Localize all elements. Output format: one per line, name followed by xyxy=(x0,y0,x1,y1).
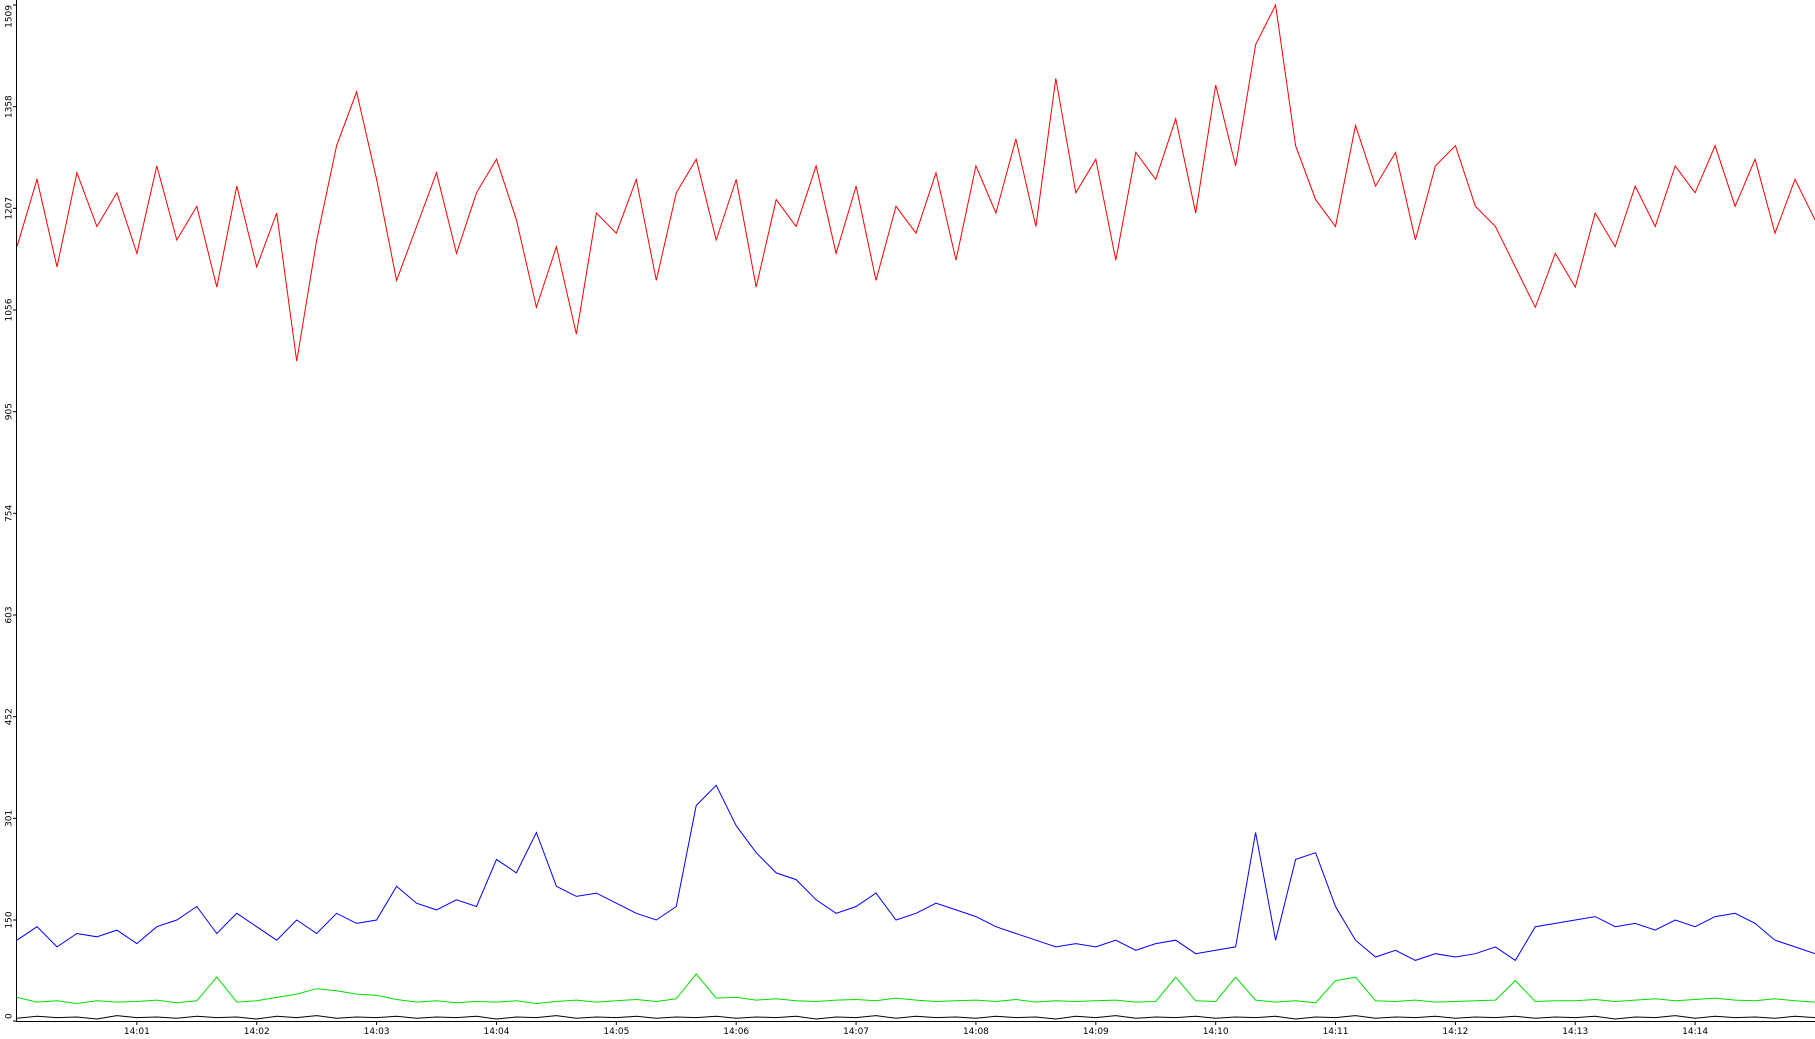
x-tick-label: 14:01 xyxy=(124,1027,150,1037)
x-tick-label: 14:05 xyxy=(603,1027,629,1037)
y-tick-label: 1358 xyxy=(5,95,15,118)
y-tick-label: 452 xyxy=(5,708,15,725)
y-tick-label: 150 xyxy=(5,911,15,928)
y-tick-label: 754 xyxy=(5,504,15,521)
x-tick-label: 14:07 xyxy=(843,1027,869,1037)
y-tick-label: 1509 xyxy=(5,5,15,28)
x-tick-label: 14:04 xyxy=(483,1027,509,1037)
x-tick-label: 14:13 xyxy=(1562,1027,1588,1037)
x-tick-label: 14:12 xyxy=(1442,1027,1468,1037)
x-tick-label: 14:14 xyxy=(1682,1027,1708,1037)
x-tick-label: 14:02 xyxy=(244,1027,270,1037)
x-tick-label: 14:08 xyxy=(963,1027,989,1037)
series-line xyxy=(16,3,1815,362)
y-tick-label: 301 xyxy=(5,810,15,827)
y-tick-label: 905 xyxy=(5,403,15,420)
y-tick-label: 0 xyxy=(5,1013,15,1019)
x-tick-label: 14:03 xyxy=(364,1027,390,1037)
x-tick-label: 14:09 xyxy=(1083,1027,1109,1037)
series-line xyxy=(16,784,1815,962)
x-tick-label: 14:06 xyxy=(723,1027,749,1037)
x-tick-label: 14:10 xyxy=(1203,1027,1229,1037)
y-tick-label: 1207 xyxy=(5,197,15,220)
series-line xyxy=(16,973,1815,1005)
x-tick-label: 14:11 xyxy=(1323,1027,1349,1037)
y-tick-label: 1056 xyxy=(5,298,15,321)
y-tick-label: 603 xyxy=(5,606,15,623)
series-line xyxy=(16,1015,1815,1020)
